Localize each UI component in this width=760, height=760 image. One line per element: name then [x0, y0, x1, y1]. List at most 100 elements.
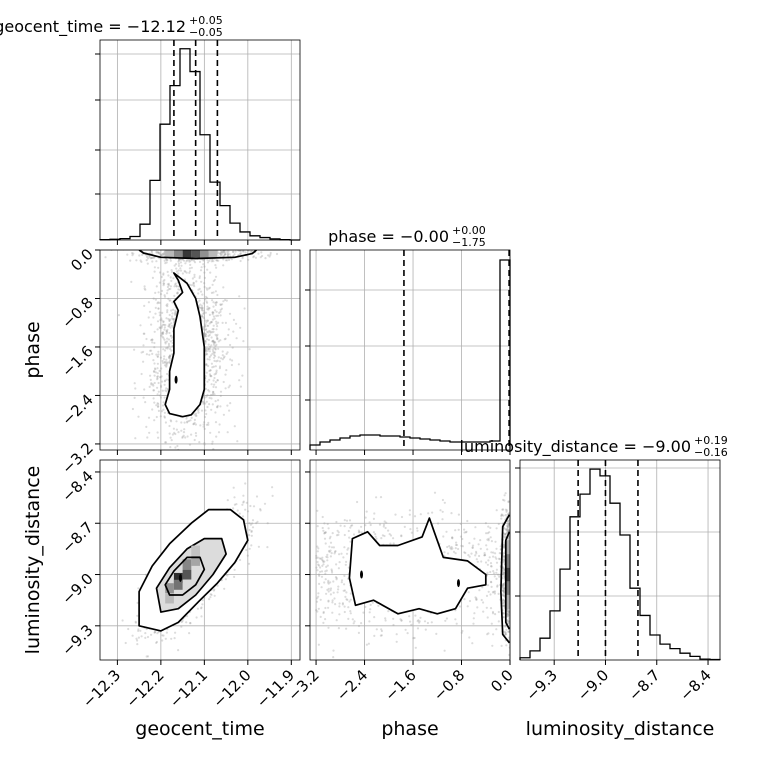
- scatter-phase-geocent-point-1501: [104, 256, 107, 259]
- scatter-phase-geocent-point-523: [169, 446, 172, 449]
- scatter-distance-phase-point-780: [506, 619, 509, 622]
- scatter-phase-geocent-point-1538: [250, 250, 253, 254]
- scatter-distance-phase-point-573: [470, 552, 473, 555]
- scatter-phase-geocent-point-462: [168, 313, 171, 317]
- scatter-distance-phase-point-1007: [439, 509, 442, 512]
- scatter-distance-geocent-point-1097: [180, 620, 183, 624]
- scatter-distance-phase-point-471: [333, 597, 336, 600]
- scatter-distance-phase-point-122: [324, 578, 327, 581]
- scatter-distance-phase-point-329: [400, 535, 403, 538]
- scatter-distance-phase-point-1009: [332, 580, 335, 583]
- scatter-distance-phase-point-964: [506, 531, 509, 534]
- scatter-distance-phase-point-392: [387, 529, 390, 532]
- scatter-distance-phase-point-864: [475, 597, 478, 600]
- scatter-phase-geocent-point-938: [199, 269, 203, 272]
- scatter-phase-geocent-point-621: [213, 340, 216, 344]
- scatter-distance-phase-point-1142: [466, 519, 469, 523]
- scatter-phase-geocent-point-1355: [157, 405, 160, 408]
- scatter-phase-geocent-point-1303: [182, 434, 185, 437]
- scatter-distance-phase-point-247: [348, 519, 352, 522]
- hist-geocent-time-histogram-line: [99, 48, 300, 241]
- scatter-phase-geocent-point-685: [212, 365, 215, 368]
- scatter-phase-geocent-point-153: [166, 285, 169, 289]
- scatter-phase-geocent-point-1: [241, 374, 244, 377]
- scatter-distance-geocent-point-641: [242, 500, 245, 503]
- scatter-phase-geocent-point-1277: [134, 437, 137, 440]
- scatter-phase-geocent-point-1154: [165, 347, 168, 350]
- scatter-distance-geocent-point-364: [200, 607, 203, 610]
- scatter-distance-phase-point-90: [495, 547, 498, 550]
- scatter-phase-geocent-point-1473: [237, 363, 240, 366]
- scatter-distance-phase-point-828: [473, 537, 476, 540]
- scatter-phase-geocent-point-40: [167, 274, 170, 277]
- scatter-phase-geocent-point-964: [210, 320, 213, 323]
- scatter-phase-geocent-point-893: [171, 301, 174, 304]
- scatter-distance-geocent-point-962: [146, 635, 150, 639]
- scatter-phase-geocent-point-137: [160, 319, 163, 322]
- scatter-phase-geocent-point-397: [209, 374, 212, 377]
- scatter-phase-geocent-point-190: [208, 313, 211, 316]
- scatter-phase-geocent-point-1769: [220, 251, 223, 254]
- scatter-phase-geocent-point-1724: [205, 243, 207, 245]
- scatter-distance-phase-point-748: [328, 550, 331, 554]
- scatter-distance-phase-point-701: [367, 642, 370, 645]
- scatter-distance-phase-point-870: [316, 525, 319, 528]
- scatter-phase-geocent-point-1182: [212, 328, 215, 331]
- scatter-distance-phase-point-378: [501, 589, 504, 592]
- scatter-phase-geocent-point-653: [210, 336, 213, 339]
- scatter-phase-geocent-point-1931: [135, 259, 138, 262]
- scatter-phase-geocent-point-1180: [143, 287, 146, 290]
- scatter-distance-phase-point-582: [451, 536, 454, 539]
- scatter-phase-geocent-point-167: [211, 393, 214, 396]
- scatter-phase-geocent-point-277: [202, 317, 206, 320]
- scatter-distance-phase-point-594: [502, 582, 505, 586]
- scatter-phase-geocent-point-1218: [165, 365, 168, 368]
- scatter-phase-geocent-point-1434: [155, 353, 158, 356]
- scatter-phase-geocent-point-1579: [223, 253, 227, 256]
- scatter-distance-phase-point-1092: [454, 618, 457, 621]
- scatter-distance-phase-point-496: [485, 606, 488, 609]
- scatter-distance-phase-point-491: [342, 589, 345, 592]
- scatter-distance-geocent-point-1099: [248, 528, 251, 532]
- scatter-phase-geocent-point-1014: [151, 352, 154, 355]
- scatter-distance-phase-point-960: [489, 593, 492, 596]
- scatter-distance-geocent-point-297: [157, 630, 160, 634]
- scatter-distance-phase-point-854: [506, 610, 510, 613]
- scatter-distance-phase-point-65: [507, 500, 510, 503]
- scatter-phase-geocent-point-525: [213, 359, 216, 362]
- scatter-phase-geocent-point-820: [160, 334, 163, 337]
- scatter-distance-phase-point-1005: [333, 552, 336, 555]
- scatter-distance-phase-point-500: [486, 538, 489, 541]
- scatter-distance-phase-point-567: [322, 563, 325, 566]
- scatter-distance-phase-point-137: [451, 537, 454, 540]
- scatter-phase-geocent-point-1267: [152, 397, 155, 400]
- scatter-phase-geocent-point-1128: [208, 286, 212, 289]
- scatter-distance-geocent-point-501: [271, 494, 274, 497]
- scatter-phase-geocent-point-1369: [166, 328, 169, 331]
- scatter-phase-geocent-point-1494: [205, 363, 208, 366]
- scatter-phase-geocent-point-1731: [233, 241, 235, 243]
- scatter-phase-geocent-point-1347: [203, 443, 206, 446]
- scatter-distance-phase-point-635: [503, 527, 506, 530]
- scatter-phase-geocent-point-705: [168, 323, 171, 326]
- scatter-phase-geocent-point-623: [157, 436, 160, 439]
- scatter-phase-geocent-point-1323: [153, 401, 156, 404]
- scatter-phase-geocent-point-1194: [212, 391, 215, 394]
- scatter-phase-geocent-point-1329: [170, 324, 173, 327]
- scatter-phase-geocent-point-1217: [215, 301, 218, 304]
- scatter-distance-phase-point-1138: [455, 622, 458, 625]
- scatter-phase-geocent-point-837: [228, 312, 232, 315]
- scatter-distance-phase-point-928: [502, 572, 505, 575]
- scatter-phase-geocent-point-196: [173, 285, 176, 288]
- scatter-phase-geocent-point-207: [209, 345, 212, 348]
- scatter-phase-geocent-point-742: [150, 382, 153, 385]
- scatter-phase-geocent-point-235: [153, 419, 156, 422]
- scatter-phase-geocent-point-133: [198, 441, 201, 444]
- scatter-phase-geocent-point-1691: [155, 260, 158, 263]
- scatter-phase-geocent-point-214: [169, 354, 172, 357]
- scatter-phase-geocent-point-1171: [190, 433, 193, 436]
- scatter-phase-geocent-point-954: [212, 385, 215, 388]
- scatter-distance-phase-point-211: [373, 634, 376, 638]
- scatter-phase-geocent-point-1117: [226, 431, 229, 434]
